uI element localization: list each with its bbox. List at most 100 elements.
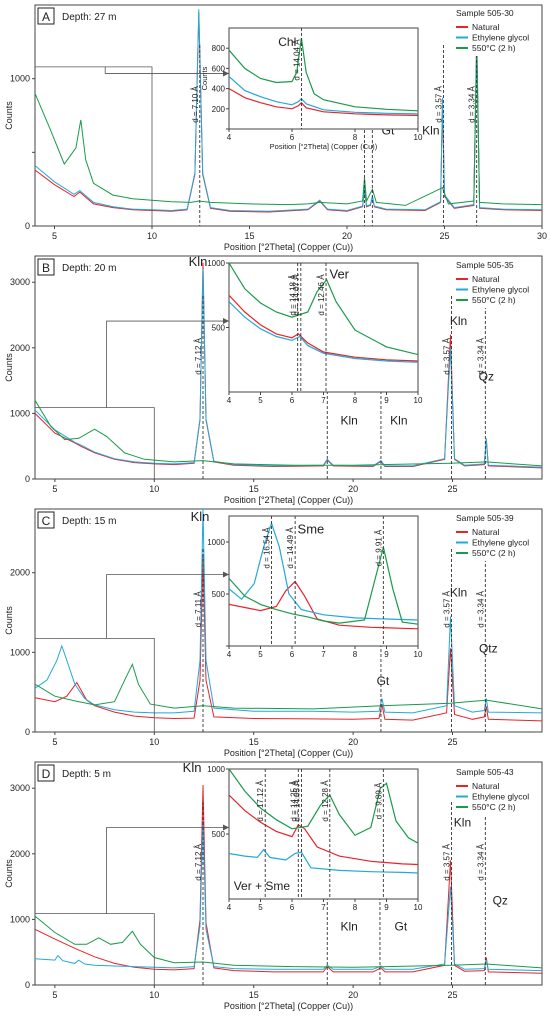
inset-y-axis-title: Counts	[200, 66, 209, 90]
y-axis-title: Counts	[4, 606, 14, 635]
inset-d-spacing-label: d = 14.18 Å	[289, 274, 298, 316]
zoom-arrow	[106, 574, 229, 639]
legend-label: Ethylene glycol	[472, 792, 529, 802]
inset-x-tick-label: 5	[258, 396, 263, 405]
zoom-region-box	[35, 66, 153, 226]
depth-label: Depth: 27 m	[62, 12, 116, 23]
inset-y-tick-label: 800	[212, 44, 226, 53]
mineral-label: Kln	[340, 414, 357, 428]
inset-x-axis-title: Position [°2Theta] (Copper (Cu))	[270, 142, 378, 151]
inset-d-spacing-label: d = 14.07 Å	[292, 274, 301, 316]
inset-x-tick-label: 9	[384, 396, 389, 405]
inset-x-tick-label: 4	[227, 650, 232, 659]
inset-d-spacing-label: d = 17.12 Å	[256, 780, 265, 822]
inset-x-tick-label: 6	[290, 903, 295, 912]
inset-x-tick-label: 8	[353, 396, 358, 405]
inset-series-line-1	[229, 580, 418, 630]
d-spacing-label: d = 3.34 Å	[476, 337, 485, 374]
series-line-3	[35, 49, 542, 206]
y-tick-label: 1000	[10, 74, 30, 84]
inset-y-tick-label: 400	[212, 85, 226, 94]
mineral-label: Gt	[394, 920, 407, 934]
d-spacing-label: d = 3.57 Å	[443, 337, 452, 374]
panel-letter: B	[42, 261, 50, 275]
sample-label: Sample 505-30	[456, 8, 514, 18]
d-spacing-label: d = 3.57 Å	[435, 85, 444, 122]
plot-frame	[34, 508, 543, 733]
sample-label: Sample 505-35	[456, 260, 514, 270]
x-tick-label: 20	[348, 484, 358, 494]
panel-letter: D	[42, 767, 51, 781]
panel-letter-box	[37, 258, 55, 276]
x-tick-label: 10	[149, 990, 159, 1000]
inset-x-tick-label: 10	[414, 396, 423, 405]
legend-label: 550°C (2 h)	[472, 43, 516, 53]
inset-y-tick-label: 500	[212, 830, 226, 839]
series-line-2	[35, 509, 542, 714]
mineral-label: Qz	[479, 370, 494, 384]
inset-series-line-3	[229, 769, 418, 844]
x-tick-label: 15	[244, 231, 254, 241]
mineral-label: Kln	[340, 920, 357, 934]
inset-series-line-3	[229, 263, 418, 356]
d-spacing-label: d = 3.34 Å	[468, 85, 477, 122]
sample-label: Sample 505-39	[456, 513, 514, 523]
inset-d-spacing-label: d = 14.25 Å	[289, 780, 298, 822]
zoom-arrow	[106, 320, 229, 408]
plot-frame	[34, 4, 543, 227]
mineral-label: Kln	[450, 586, 467, 600]
series-line-2	[35, 9, 542, 212]
y-tick-label: 2000	[10, 343, 30, 353]
x-tick-label: 20	[342, 231, 352, 241]
y-tick-label: 2000	[10, 568, 30, 578]
legend-label: Ethylene glycol	[472, 33, 529, 43]
x-tick-label: 15	[249, 737, 259, 747]
d-spacing-label: d = 3.57 Å	[443, 590, 452, 627]
x-tick-label: 10	[149, 737, 159, 747]
zoom-arrowhead	[223, 824, 229, 831]
inset-d-spacing-label: d = 14.49 Å	[286, 527, 295, 569]
series-line-3	[35, 400, 542, 467]
y-tick-label: 0	[25, 221, 30, 231]
inset-frame	[228, 515, 419, 647]
inset-frame	[228, 768, 419, 900]
legend-box	[454, 511, 540, 561]
x-tick-label: 20	[348, 990, 358, 1000]
y-tick-label: 0	[25, 980, 30, 990]
d-spacing-label: d = 3.34 Å	[476, 843, 485, 880]
inset-series-line-2	[229, 848, 418, 874]
d-spacing-label: d = 7.12 Å	[194, 843, 203, 880]
legend-label: Ethylene glycol	[472, 538, 529, 548]
series-line-1	[35, 12, 542, 213]
zoom-region-box	[35, 637, 155, 732]
zoom-arrow	[106, 827, 229, 914]
x-tick-label: 30	[537, 231, 547, 241]
inset-x-tick-label: 7	[321, 650, 326, 659]
panel-a: d = 7.10 Åd = 4.23 Åd = 4.14 Åd = 3.57 Å…	[4, 0, 547, 252]
inset-x-tick-label: 9	[384, 650, 389, 659]
inset-x-tick-label: 9	[384, 903, 389, 912]
inset-x-tick-label: 6	[290, 133, 295, 142]
inset-d-spacing-label: d = 14.05 Å	[292, 780, 301, 822]
x-tick-label: 5	[52, 484, 57, 494]
inset-series-line-2	[229, 76, 418, 115]
inset-x-tick-label: 7	[321, 396, 326, 405]
mineral-label: Qz	[493, 893, 508, 907]
mineral-label: Kln	[191, 509, 210, 524]
x-axis-title: Position [°2Theta] (Copper (Cu))	[224, 1001, 353, 1011]
inset-y-tick-label: 500	[212, 324, 226, 333]
y-tick-label: 1000	[10, 408, 30, 418]
d-spacing-label: d = 7.11 Å	[194, 591, 203, 628]
x-tick-label: 15	[249, 484, 259, 494]
panel-letter: C	[42, 514, 51, 528]
legend-box	[454, 6, 540, 56]
inset-x-tick-label: 6	[290, 396, 295, 405]
legend-label: Natural	[472, 274, 500, 284]
legend-label: 550°C (2 h)	[472, 295, 516, 305]
inset-mineral-label: Ver	[329, 266, 349, 281]
sample-label: Sample 505-43	[456, 767, 514, 777]
inset-d-spacing-label: d = 12.46 Å	[317, 274, 326, 316]
d-spacing-label: d = 3.57 Å	[443, 843, 452, 880]
